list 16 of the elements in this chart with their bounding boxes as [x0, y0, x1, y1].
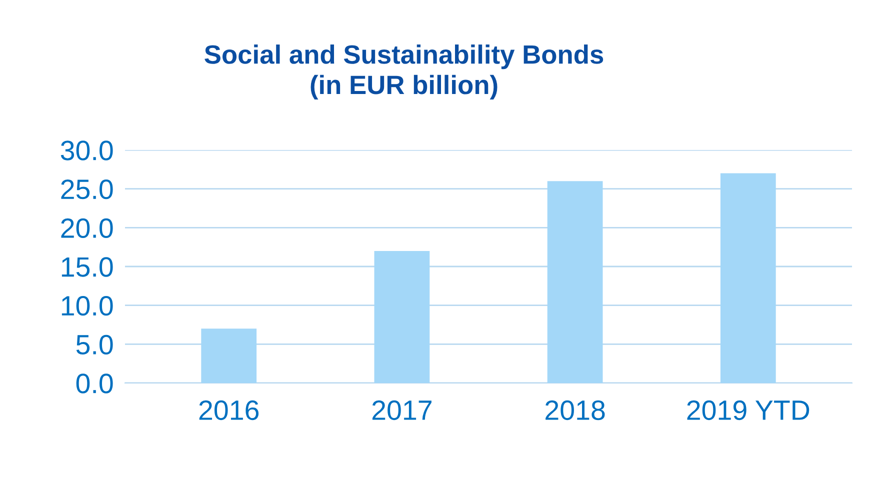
x-tick-label: 2017	[372, 400, 432, 420]
y-tick-label: 30.0	[60, 140, 113, 160]
x-tick-label: 2018	[546, 400, 605, 420]
x-tick-label: 2019 YTD	[687, 400, 810, 420]
bar	[374, 250, 430, 383]
y-tick-label: 20.0	[61, 218, 113, 238]
bar	[201, 328, 257, 383]
bar	[720, 173, 776, 383]
y-tick-label: 25.0	[61, 180, 113, 200]
bar	[547, 181, 603, 383]
y-tick-label: 5.0	[76, 334, 113, 355]
y-tick-label: 10.0	[62, 296, 113, 316]
y-tick-label: 15.0	[62, 257, 113, 277]
y-tick-label: 0.0	[76, 374, 113, 394]
x-tick-label: 2016	[199, 400, 259, 420]
chart-title: Social and Sustainability Bonds (in EUR billion)	[204, 44, 604, 100]
